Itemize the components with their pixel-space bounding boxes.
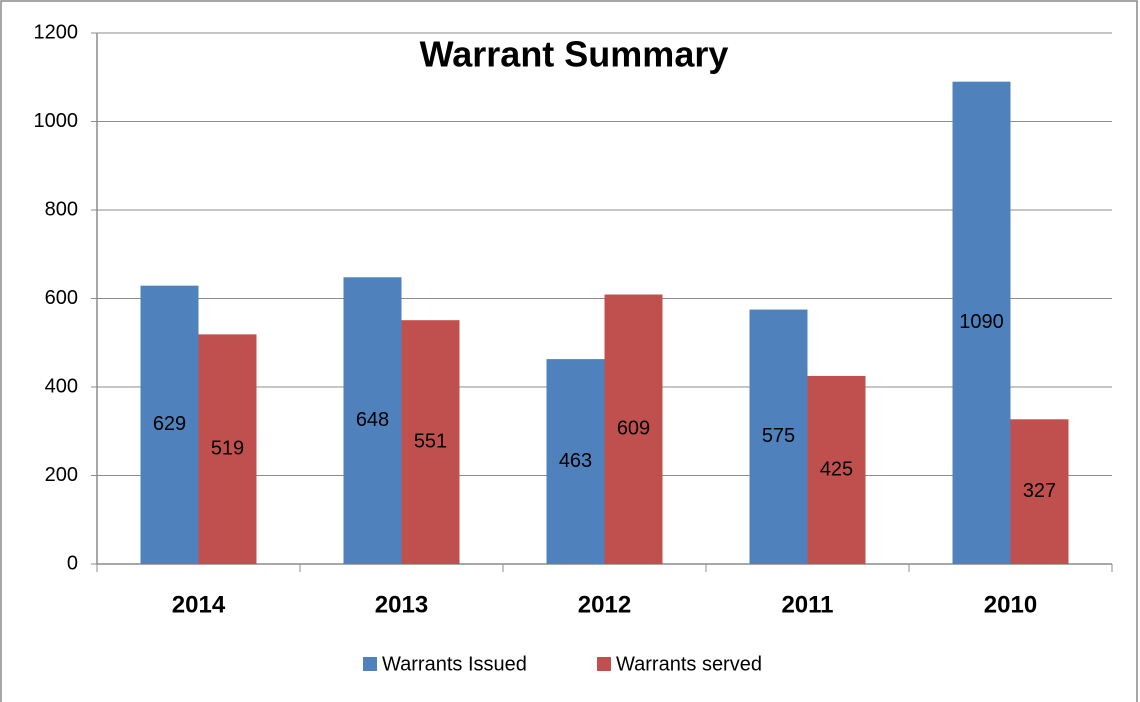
bar	[343, 277, 402, 564]
legend-swatch	[597, 657, 611, 671]
x-tick-label: 2010	[984, 591, 1037, 618]
data-label: 425	[820, 458, 853, 480]
y-tick-label: 400	[45, 375, 78, 397]
bar	[604, 294, 663, 564]
bar	[401, 320, 460, 564]
legend-label: Warrants Issued	[382, 653, 527, 675]
bar	[807, 375, 866, 564]
y-tick-label: 800	[45, 198, 78, 220]
data-label: 551	[414, 430, 447, 452]
data-label: 463	[559, 450, 592, 472]
y-tick-label: 600	[45, 287, 78, 309]
bar	[1010, 419, 1069, 564]
y-tick-label: 200	[45, 464, 78, 486]
y-tick-label: 0	[67, 552, 78, 574]
chart-title: Warrant Summary	[420, 34, 729, 75]
bar	[952, 81, 1011, 565]
data-label: 327	[1023, 480, 1056, 502]
x-tick-label: 2012	[578, 591, 631, 618]
bar	[546, 359, 605, 564]
legend-label: Warrants served	[616, 653, 762, 675]
y-tick-label: 1000	[34, 110, 79, 132]
data-label: 629	[153, 413, 186, 435]
data-label: 1090	[959, 311, 1004, 333]
bar	[749, 309, 808, 564]
legend-swatch	[363, 657, 377, 671]
data-label: 519	[211, 437, 244, 459]
x-tick-label: 2011	[781, 591, 833, 618]
bar	[198, 334, 257, 564]
data-label: 648	[356, 409, 389, 431]
data-label: 609	[617, 418, 650, 440]
bar	[140, 285, 199, 564]
y-tick-label: 1200	[34, 21, 79, 43]
x-tick-label: 2013	[375, 591, 428, 618]
data-label: 575	[762, 425, 795, 447]
x-tick-label: 2014	[172, 591, 226, 618]
